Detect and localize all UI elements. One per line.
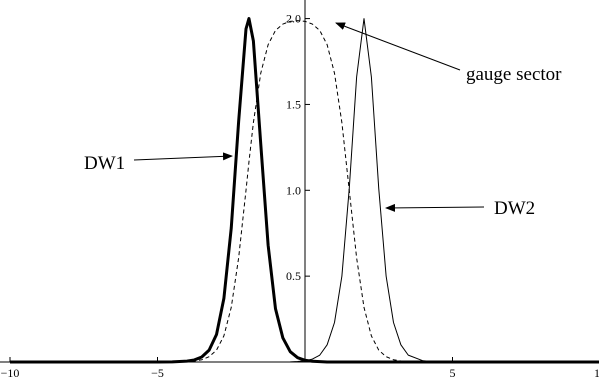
y-tick-label: 1.0 — [286, 183, 301, 197]
y-tick-label: 1.5 — [286, 97, 301, 111]
x-tick-label: −5 — [151, 366, 164, 380]
annotation: gauge sector — [466, 64, 562, 85]
annotation: DW2 — [494, 198, 535, 219]
x-tick-label: 5 — [450, 366, 456, 380]
series-line — [10, 20, 599, 363]
arrow — [133, 152, 233, 161]
x-tick-label: −10 — [1, 366, 20, 380]
y-tick-label: 2.0 — [286, 12, 301, 26]
y-tick-label: 0.5 — [286, 269, 301, 283]
series-line — [10, 17, 599, 364]
x-tick-label: 10 — [594, 366, 599, 380]
arrow — [335, 22, 461, 71]
annotation: DW1 — [84, 153, 125, 174]
arrow — [385, 203, 485, 212]
series-line — [10, 18, 599, 363]
